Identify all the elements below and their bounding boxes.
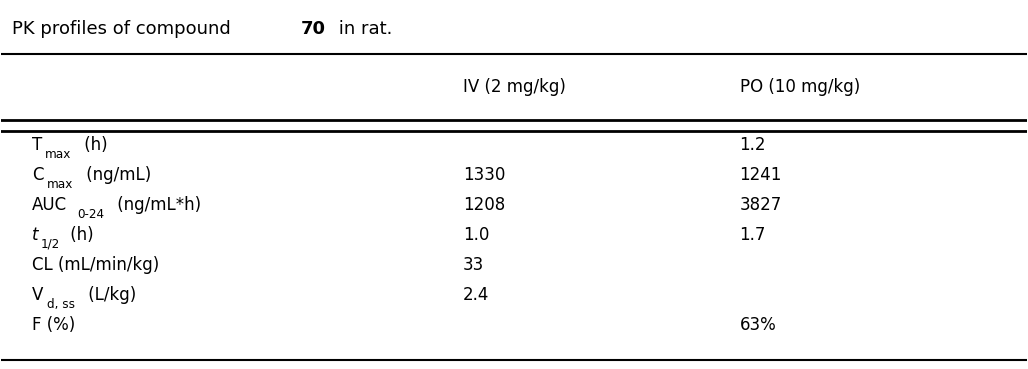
Text: (h): (h) [66,226,94,244]
Text: 1241: 1241 [739,166,782,184]
Text: CL (mL/min/kg): CL (mL/min/kg) [32,256,159,274]
Text: (ng/mL*h): (ng/mL*h) [112,196,201,214]
Text: C: C [32,166,43,184]
Text: max: max [45,148,72,161]
Text: F (%): F (%) [32,316,75,334]
Text: (L/kg): (L/kg) [83,286,136,304]
Text: 2.4: 2.4 [463,286,489,304]
Text: V: V [32,286,43,304]
Text: 1.2: 1.2 [739,136,766,154]
Text: d, ss: d, ss [47,298,75,311]
Text: PK profiles of compound: PK profiles of compound [11,20,236,38]
Text: 0-24: 0-24 [77,208,105,221]
Text: 70: 70 [300,20,326,38]
Text: T: T [32,136,42,154]
Text: 1330: 1330 [463,166,505,184]
Text: AUC: AUC [32,196,67,214]
Text: t: t [32,226,39,244]
Text: (ng/mL): (ng/mL) [81,166,151,184]
Text: in rat.: in rat. [333,20,392,38]
Text: 33: 33 [463,256,484,274]
Text: 1.7: 1.7 [739,226,766,244]
Text: 1208: 1208 [463,196,505,214]
Text: 3827: 3827 [739,196,782,214]
Text: PO (10 mg/kg): PO (10 mg/kg) [739,79,859,96]
Text: (h): (h) [79,136,108,154]
Text: IV (2 mg/kg): IV (2 mg/kg) [463,79,565,96]
Text: 1.0: 1.0 [463,226,489,244]
Text: 63%: 63% [739,316,776,334]
Text: max: max [47,178,73,191]
Text: 1/2: 1/2 [40,238,60,251]
